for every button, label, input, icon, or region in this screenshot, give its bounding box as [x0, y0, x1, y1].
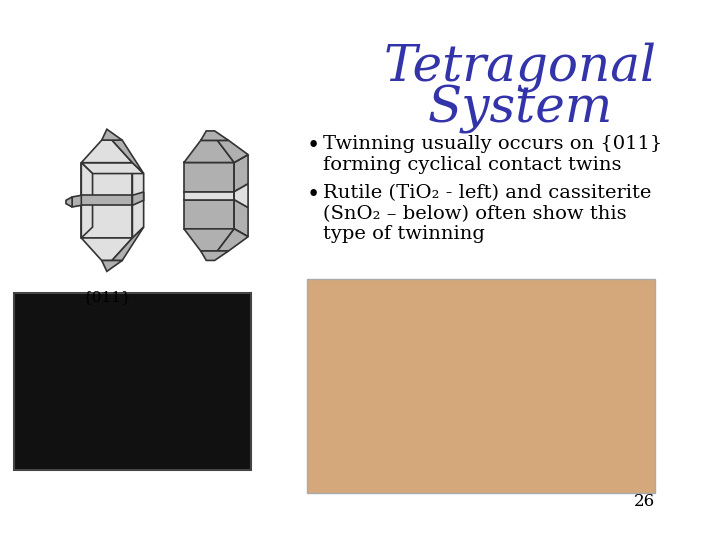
- Polygon shape: [81, 163, 144, 173]
- Text: Twinning usually occurs on {011}: Twinning usually occurs on {011}: [323, 136, 662, 153]
- Text: •: •: [307, 184, 320, 206]
- Polygon shape: [184, 200, 234, 229]
- Text: type of twinning: type of twinning: [323, 225, 485, 243]
- Polygon shape: [184, 192, 234, 200]
- Polygon shape: [184, 229, 234, 251]
- Polygon shape: [81, 163, 93, 238]
- Polygon shape: [81, 195, 132, 205]
- Text: Rutile (TiO₂ - left) and cassiterite: Rutile (TiO₂ - left) and cassiterite: [323, 184, 652, 202]
- Polygon shape: [201, 131, 228, 140]
- Polygon shape: [132, 163, 144, 238]
- Polygon shape: [234, 184, 248, 207]
- Polygon shape: [66, 197, 72, 207]
- Text: 26: 26: [634, 492, 655, 510]
- Text: forming cyclical contact twins: forming cyclical contact twins: [323, 156, 622, 174]
- Polygon shape: [102, 260, 122, 272]
- Polygon shape: [201, 251, 228, 260]
- Text: •: •: [307, 136, 320, 157]
- FancyBboxPatch shape: [307, 279, 655, 493]
- Polygon shape: [81, 140, 132, 163]
- Polygon shape: [217, 140, 248, 163]
- Polygon shape: [72, 195, 81, 207]
- Polygon shape: [184, 229, 248, 237]
- Polygon shape: [81, 238, 132, 260]
- Polygon shape: [102, 129, 122, 140]
- Text: System: System: [428, 84, 613, 133]
- Text: Tetragonal: Tetragonal: [384, 42, 657, 92]
- Polygon shape: [81, 163, 132, 238]
- Polygon shape: [112, 140, 144, 173]
- Polygon shape: [184, 163, 234, 192]
- Text: {011}: {011}: [83, 290, 131, 304]
- Polygon shape: [234, 200, 248, 237]
- Polygon shape: [132, 192, 144, 205]
- Polygon shape: [217, 229, 248, 251]
- Polygon shape: [112, 227, 144, 260]
- Polygon shape: [234, 154, 248, 192]
- Polygon shape: [184, 140, 234, 163]
- FancyBboxPatch shape: [14, 293, 251, 470]
- Polygon shape: [184, 154, 248, 163]
- Text: (SnO₂ – below) often show this: (SnO₂ – below) often show this: [323, 205, 627, 223]
